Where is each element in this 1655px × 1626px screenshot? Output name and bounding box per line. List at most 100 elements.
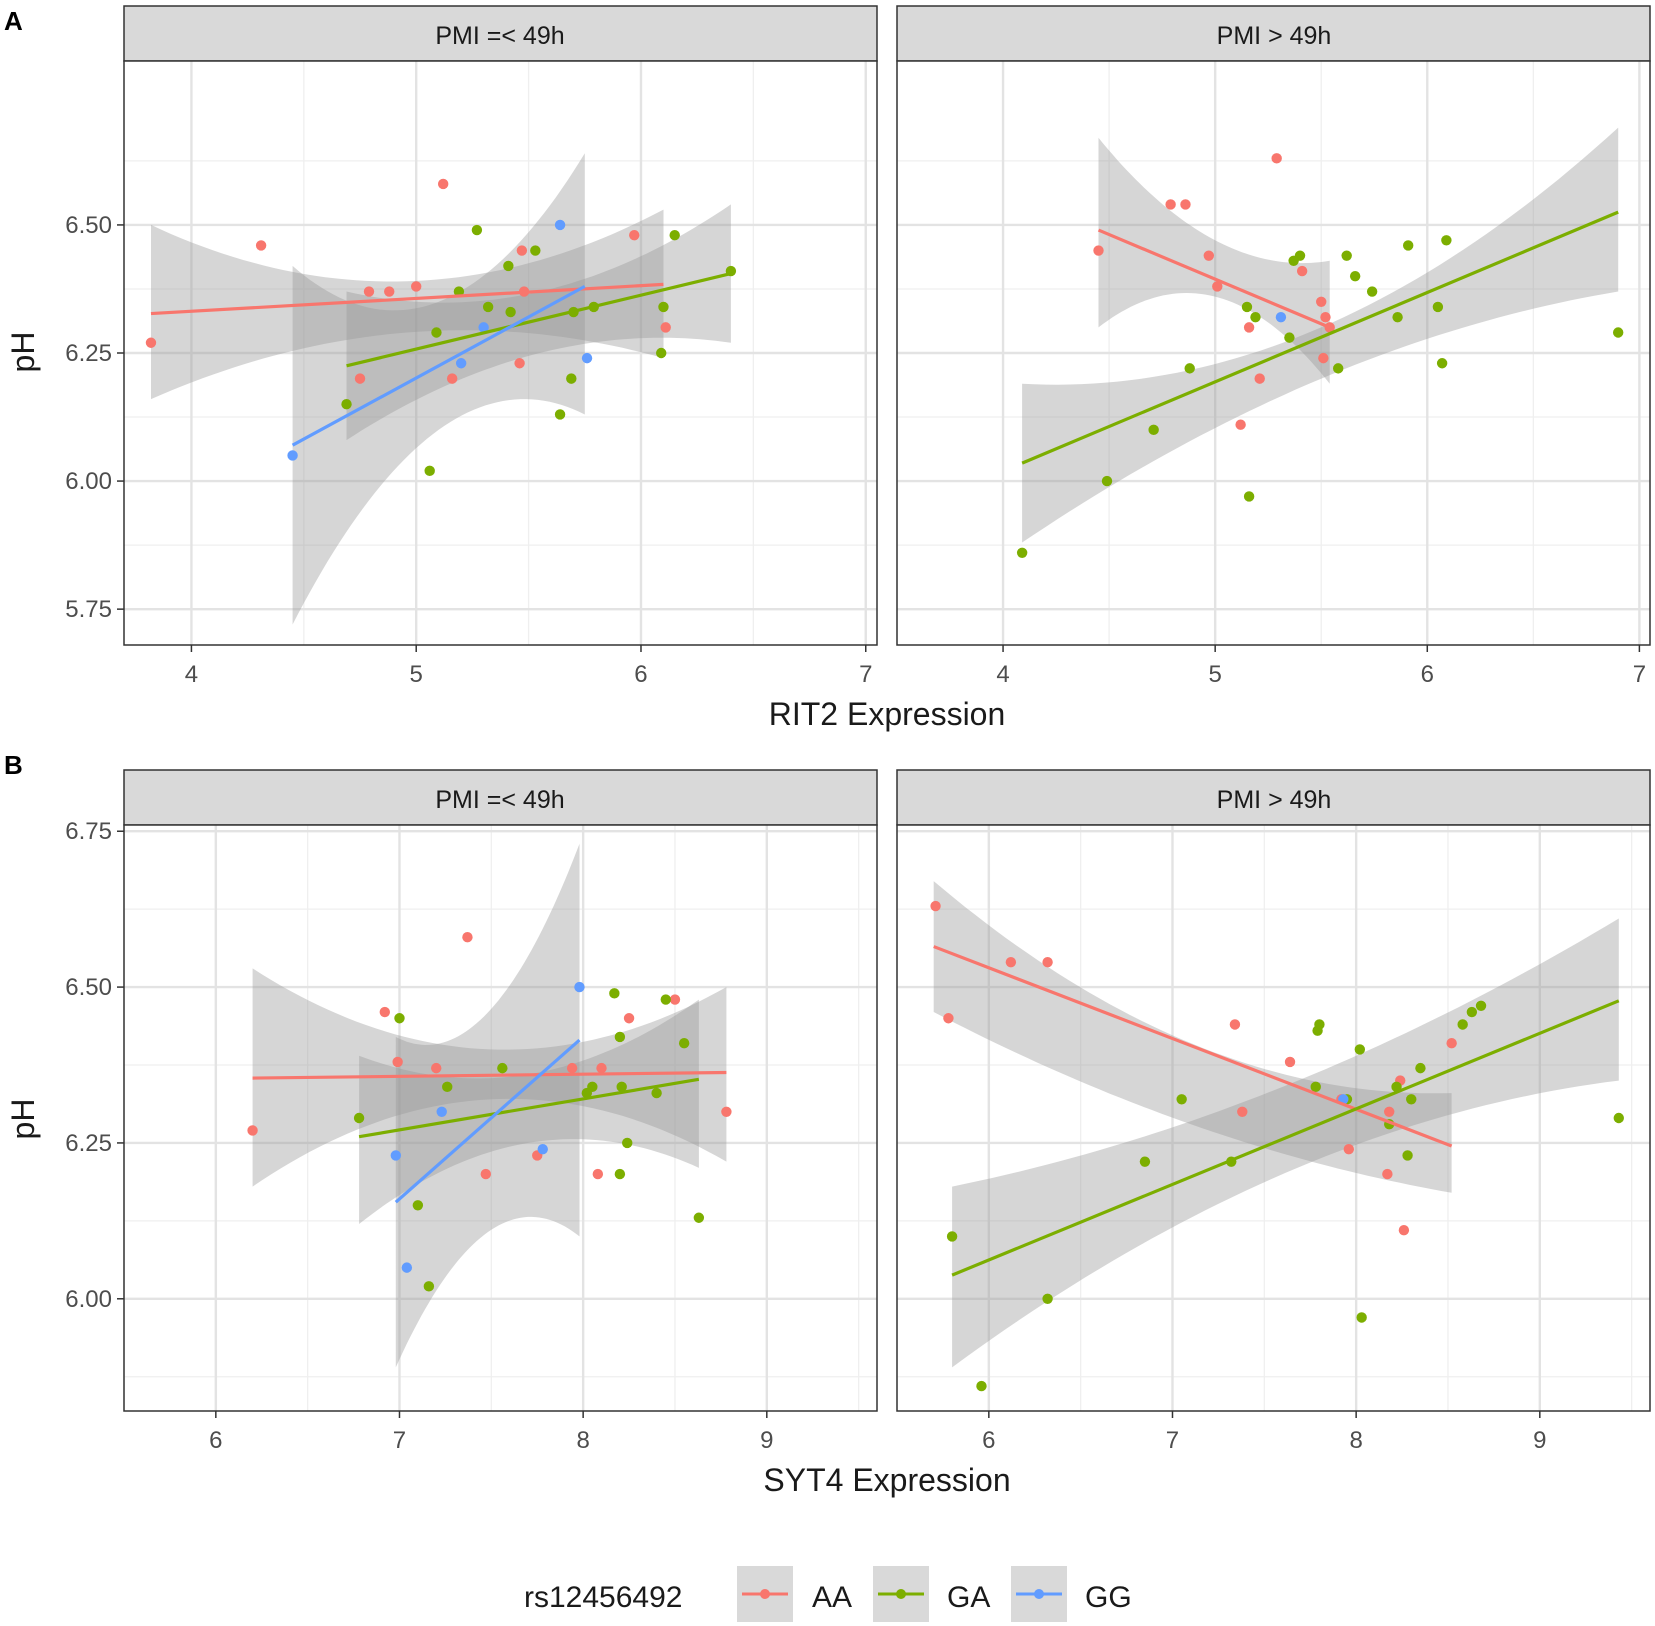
data-point-aa <box>1235 419 1246 430</box>
x-tick-label: 7 <box>1633 661 1646 688</box>
data-point-ga <box>1354 1044 1366 1055</box>
data-point-aa <box>516 245 528 256</box>
panel-label-a: A <box>4 6 23 36</box>
data-point-gg <box>554 219 566 231</box>
x-tick-label: 6 <box>982 1427 995 1454</box>
data-point-ga <box>1139 1156 1151 1167</box>
data-point-ga <box>1391 1081 1402 1093</box>
facet-b-left: 6 7 8 9 6.00 6.25 6.50 6.75 <box>65 818 878 1454</box>
data-point-aa <box>1212 281 1223 292</box>
strip-title-b-left: PMI =< 49h <box>435 786 564 814</box>
data-point-aa <box>1254 373 1265 384</box>
confidence-ribbon-aa <box>151 209 664 400</box>
data-point-ga <box>1612 327 1624 338</box>
x-tick-label: 9 <box>760 1427 773 1454</box>
facet-a-right: 4 5 6 7 <box>896 60 1651 688</box>
regression-line-ga <box>358 1077 700 1139</box>
data-point-aa <box>1446 1037 1457 1049</box>
data-point-aa <box>255 240 267 251</box>
data-point-ga <box>1432 301 1444 313</box>
data-point-gg <box>390 1150 402 1161</box>
plot-area <box>247 843 732 1368</box>
x-tick-label: 8 <box>1349 1427 1362 1454</box>
data-point-ga <box>1466 1006 1478 1018</box>
data-point-ga <box>1402 240 1414 251</box>
x-tick-label: 7 <box>859 661 872 688</box>
data-point-ga <box>442 1081 453 1093</box>
panel-border <box>896 60 1651 646</box>
y-tick-label: 6.00 <box>65 468 112 495</box>
regression-line-aa <box>933 945 1453 1148</box>
data-point-ga <box>1341 250 1352 261</box>
data-point-ga <box>1314 1019 1325 1030</box>
data-point-ga <box>669 229 680 241</box>
legend: rs12456492 AA GA GG <box>524 1566 1132 1622</box>
facet-a-left: 4 5 6 7 5.75 6.00 6.25 6.50 <box>65 60 878 688</box>
data-point-ga <box>423 1281 435 1292</box>
data-point-ga <box>566 373 577 384</box>
data-point-ga <box>505 306 516 318</box>
confidence-ribbon-aa <box>933 881 1452 1193</box>
data-point-aa <box>514 358 525 369</box>
data-point-aa <box>446 373 458 384</box>
regression-line-aa <box>252 1070 727 1080</box>
data-point-ga <box>530 245 541 256</box>
confidence-ribbon-ga <box>346 204 731 441</box>
data-point-gg <box>478 322 489 333</box>
panel-label-b: B <box>4 750 23 780</box>
plot-area <box>930 881 1624 1392</box>
data-point-ga <box>424 465 435 477</box>
data-point-aa <box>354 373 366 384</box>
data-point-ga <box>1415 1062 1426 1074</box>
data-point-aa <box>1093 245 1104 256</box>
data-point-aa <box>629 229 640 241</box>
data-point-gg <box>436 1106 447 1117</box>
data-point-aa <box>660 322 671 333</box>
x-tick-label: 6 <box>209 1427 222 1454</box>
y-tick-label: 6.00 <box>65 1286 112 1313</box>
confidence-ribbon-ga <box>952 918 1619 1368</box>
data-point-ga <box>946 1231 958 1242</box>
facet-strip-a-right <box>896 5 1651 62</box>
data-point-ga <box>1475 1000 1487 1011</box>
legend-label-gg: GG <box>1085 1581 1132 1614</box>
x-tick-label: 8 <box>576 1427 589 1454</box>
x-tick-label: 9 <box>1533 1427 1546 1454</box>
data-point-ga <box>1250 311 1261 323</box>
data-point-aa <box>1203 250 1215 261</box>
y-tick-label: 5.75 <box>65 596 112 623</box>
data-point-aa <box>566 1062 578 1074</box>
data-point-aa <box>480 1168 492 1180</box>
data-point-ga <box>1402 1150 1413 1161</box>
confidence-ribbon-ga <box>1022 127 1619 543</box>
data-point-ga <box>658 301 669 313</box>
plot-area <box>1016 127 1624 558</box>
y-axis-title-b: pH <box>5 1099 41 1140</box>
data-point-aa <box>411 281 422 292</box>
panel-border <box>123 60 878 646</box>
data-point-aa <box>1384 1106 1395 1117</box>
data-point-aa <box>392 1056 403 1068</box>
data-point-aa <box>437 178 449 190</box>
data-point-ga <box>394 1013 405 1024</box>
data-point-aa <box>462 932 473 943</box>
data-point-ga <box>1406 1094 1417 1105</box>
regression-line-ga <box>1021 210 1619 465</box>
data-point-ga <box>1310 1081 1321 1093</box>
data-point-ga <box>412 1200 424 1211</box>
x-tick-label: 4 <box>996 661 1009 688</box>
panel-border <box>123 824 878 1412</box>
x-tick-label: 6 <box>1421 661 1434 688</box>
data-point-ga <box>497 1062 508 1074</box>
data-point-ga <box>1241 301 1253 313</box>
data-point-aa <box>1284 1056 1296 1068</box>
data-point-ga <box>471 224 483 236</box>
regression-line-ga <box>951 999 1620 1277</box>
data-point-gg <box>1275 311 1287 323</box>
data-point-ga <box>1243 491 1255 502</box>
facet-b-right: 6 7 8 9 <box>896 824 1651 1454</box>
legend-title: rs12456492 <box>524 1581 682 1614</box>
regression-line-gg <box>291 284 586 447</box>
y-tick-label: 6.25 <box>65 340 112 367</box>
